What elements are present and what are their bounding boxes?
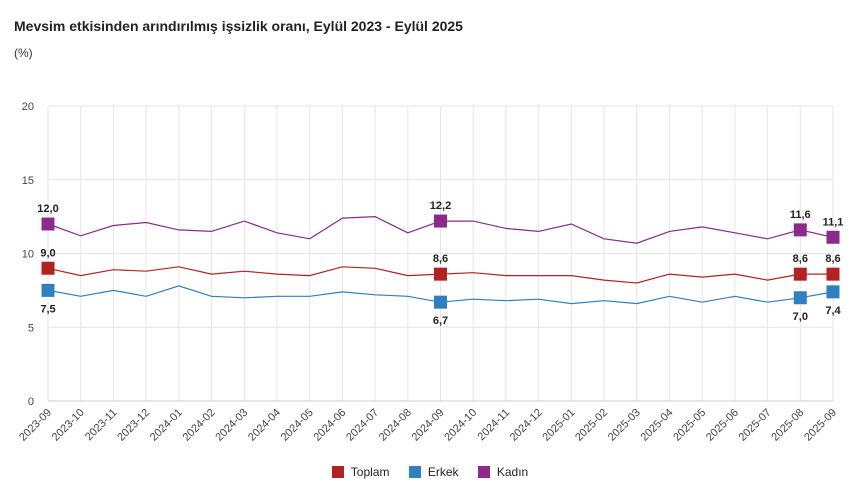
legend-swatch-kadin	[477, 466, 490, 478]
data-point-marker	[793, 267, 807, 281]
data-label: 7,0	[793, 311, 808, 323]
x-tick-label: 2025-07	[737, 407, 774, 444]
legend-item-toplam[interactable]: Toplam	[331, 465, 390, 479]
data-point-marker	[826, 285, 840, 299]
y-tick-label: 15	[22, 175, 34, 187]
x-tick-label: 2024-06	[311, 407, 348, 444]
chart-title: Mevsim etkisinden arındırılmış işsizlik …	[14, 18, 463, 34]
legend: Toplam Erkek Kadın	[0, 465, 860, 481]
x-tick-label: 2024-10	[442, 407, 479, 444]
data-point-marker	[793, 291, 807, 305]
data-label: 6,7	[433, 315, 448, 327]
data-point-marker	[826, 230, 840, 244]
legend-label-erkek: Erkek	[427, 465, 459, 479]
x-tick-label: 2024-08	[377, 407, 414, 444]
x-tick-label: 2025-03	[606, 407, 643, 444]
legend-item-erkek[interactable]: Erkek	[408, 465, 459, 479]
data-point-marker	[41, 283, 55, 297]
x-tick-label: 2024-05	[279, 407, 316, 444]
y-tick-label: 5	[28, 322, 34, 334]
data-label: 8,6	[433, 253, 448, 265]
x-tick-label: 2024-12	[508, 407, 545, 444]
x-tick-label: 2025-01	[540, 407, 577, 444]
x-tick-label: 2024-04	[246, 407, 283, 444]
data-point-marker	[793, 223, 807, 237]
data-point-marker	[434, 295, 447, 309]
x-tick-label: 2024-09	[410, 407, 447, 444]
x-tick-label: 2025-04	[639, 407, 676, 444]
y-tick-label: 0	[28, 396, 34, 408]
data-point-marker	[41, 217, 55, 231]
data-label: 11,1	[823, 216, 844, 228]
x-tick-label: 2025-09	[802, 407, 839, 444]
legend-swatch-toplam	[331, 466, 344, 478]
y-tick-label: 10	[22, 249, 34, 261]
data-label: 8,6	[825, 253, 840, 265]
data-label: 7,4	[825, 305, 841, 317]
chart-subtitle: (%)	[14, 46, 33, 60]
y-tick-label: 20	[22, 101, 34, 113]
legend-swatch-erkek	[408, 466, 421, 478]
x-tick-label: 2023-12	[115, 407, 152, 444]
x-tick-label: 2025-02	[573, 407, 610, 444]
x-tick-label: 2024-01	[148, 407, 185, 444]
legend-item-kadin[interactable]: Kadın	[477, 465, 529, 479]
x-tick-label: 2024-02	[181, 407, 218, 444]
data-label: 9,0	[40, 247, 55, 259]
data-point-marker	[434, 214, 447, 228]
data-label: 7,5	[40, 303, 55, 315]
x-tick-label: 2025-06	[704, 407, 741, 444]
data-point-marker	[826, 267, 840, 281]
data-label: 8,6	[793, 253, 808, 265]
data-point-marker	[41, 261, 55, 275]
x-tick-label: 2024-07	[344, 407, 381, 444]
x-tick-label: 2023-10	[50, 407, 87, 444]
x-tick-label: 2024-11	[476, 407, 512, 443]
legend-label-toplam: Toplam	[350, 465, 390, 479]
data-label: 11,6	[790, 209, 811, 221]
x-tick-label: 2023-09	[17, 407, 54, 444]
data-point-marker	[434, 267, 447, 281]
x-tick-label: 2025-08	[769, 407, 806, 444]
x-tick-label: 2024-03	[213, 407, 250, 444]
x-tick-label: 2023-11	[83, 407, 119, 443]
legend-label-kadin: Kadın	[496, 465, 529, 479]
data-label: 12,0	[37, 203, 58, 215]
data-label: 12,2	[430, 200, 451, 212]
x-tick-label: 2025-05	[671, 407, 708, 444]
